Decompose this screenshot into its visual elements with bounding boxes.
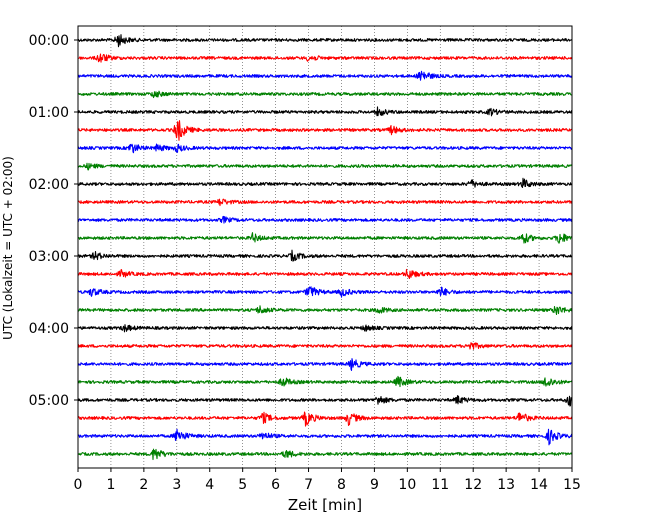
x-tick-label: 3 (172, 477, 181, 493)
x-tick-label: 0 (74, 477, 83, 493)
trace-row-0045 (77, 90, 573, 99)
trace-row-0415 (77, 342, 573, 350)
x-tick-label: 15 (563, 477, 581, 493)
x-tick-label: 4 (205, 477, 214, 493)
y-tick-label: 00:00 (29, 33, 69, 49)
x-axis-ticks: 0 1 2 3 4 5 6 7 8 9 10 11 12 13 14 15 (74, 468, 581, 493)
y-axis-ticks: 00:00 01:00 02:00 03:00 04:00 05:00 (29, 33, 78, 409)
y-tick-label: 04:00 (29, 321, 69, 337)
y-tick-label: 05:00 (29, 393, 69, 409)
trace-row-0300 (77, 249, 573, 262)
x-tick-label: 8 (337, 477, 346, 493)
trace-row-0145 (77, 162, 573, 171)
x-tick-label: 10 (398, 477, 416, 493)
trace-row-0445 (77, 375, 573, 388)
vertical-gridlines (110, 26, 540, 468)
trace-row-0030 (77, 70, 573, 81)
x-tick-label: 5 (238, 477, 247, 493)
trace-row-0130 (77, 143, 573, 154)
y-axis-label: UTC (Lokalzeit = UTC + 02:00) (1, 156, 15, 340)
trace-row-0315 (77, 268, 573, 279)
trace-row-0545 (77, 448, 573, 461)
trace-row-0230 (77, 215, 573, 224)
trace-row-0100 (77, 106, 573, 117)
x-tick-label: 12 (464, 477, 482, 493)
trace-row-0430 (77, 358, 573, 371)
trace-row-0500 (77, 395, 573, 407)
x-tick-label: 1 (106, 477, 115, 493)
trace-row-0515 (77, 411, 573, 427)
trace-row-0215 (77, 198, 573, 207)
y-tick-label: 02:00 (29, 177, 69, 193)
trace-row-0200 (77, 177, 573, 189)
x-tick-label: 6 (271, 477, 280, 493)
seismic-traces (77, 34, 573, 461)
trace-row-0245 (77, 232, 573, 244)
trace-row-0330 (77, 286, 573, 298)
x-tick-label: 9 (370, 477, 379, 493)
x-tick-label: 7 (304, 477, 313, 493)
plot-frame (77, 25, 573, 469)
trace-row-0115 (77, 120, 573, 141)
x-tick-label: 2 (139, 477, 148, 493)
trace-row-0015 (77, 53, 573, 63)
trace-row-0345 (77, 305, 573, 316)
trace-row-0530 (77, 428, 573, 446)
x-axis-label: Zeit [min] (288, 496, 362, 514)
trace-row-0000 (77, 34, 573, 48)
y-tick-label: 01:00 (29, 105, 69, 121)
x-tick-label: 13 (497, 477, 515, 493)
x-tick-label: 11 (431, 477, 449, 493)
x-tick-label: 14 (530, 477, 548, 493)
y-tick-label: 03:00 (29, 249, 69, 265)
trace-row-0400 (77, 324, 573, 333)
